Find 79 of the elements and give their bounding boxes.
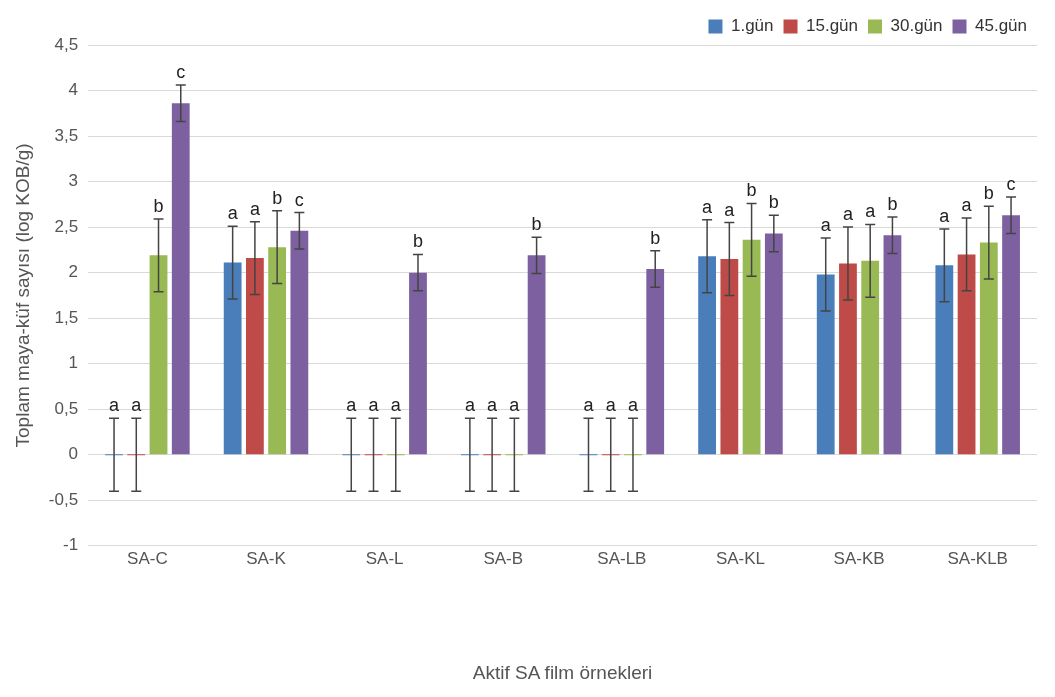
y-tick-label: -0,5 [48, 489, 79, 509]
data-label: a [131, 395, 143, 416]
y-tick-label: 2 [68, 262, 79, 282]
data-label: a [346, 395, 358, 416]
data-label: a [842, 204, 854, 225]
bar [290, 230, 309, 455]
y-tick-label: 2,5 [54, 216, 79, 236]
data-label: c [1006, 174, 1016, 195]
bar [979, 242, 998, 455]
data-label: b [887, 194, 898, 215]
bar [720, 258, 739, 455]
data-label: a [605, 395, 617, 416]
y-tick-label: 4 [68, 80, 79, 100]
bar [1002, 215, 1020, 455]
data-label: a [249, 198, 261, 219]
bar [957, 254, 976, 455]
data-label: a [627, 395, 639, 416]
y-tick-label: 0 [68, 444, 79, 464]
data-label: b [650, 227, 661, 248]
bar [527, 255, 546, 455]
bar [839, 263, 857, 455]
bar [646, 268, 665, 455]
y-tick-label: 1 [68, 353, 79, 373]
legend-label: 45.gün [975, 16, 1027, 36]
legend-label: 1.gün [730, 16, 774, 36]
data-label: a [702, 196, 714, 217]
data-label: a [390, 395, 402, 416]
y-tick-label: 4,5 [54, 34, 79, 54]
data-label: a [820, 215, 832, 235]
data-label: b [272, 187, 283, 208]
x-tick-label: SA-LB [597, 548, 647, 568]
x-tick-label: SA-K [246, 548, 287, 568]
y-tick-label: 3,5 [54, 125, 79, 145]
legend-label: 30.gün [890, 16, 943, 36]
data-label: a [487, 395, 499, 416]
x-tick-label: SA-C [127, 548, 168, 568]
data-label: b [746, 180, 757, 201]
bar [246, 258, 264, 455]
x-tick-label: SA-KL [715, 548, 766, 568]
bar [764, 233, 783, 455]
data-label: b [531, 214, 542, 235]
data-label: c [176, 62, 186, 83]
data-label: a [724, 199, 736, 220]
x-tick-label: SA-KLB [947, 548, 1008, 568]
bar [149, 255, 168, 455]
bar [883, 235, 902, 455]
bar [171, 103, 190, 455]
bar [223, 262, 242, 455]
data-label: a [939, 205, 951, 226]
x-tick-label: SA-KB [833, 548, 885, 568]
y-axis-title: Toplam maya-küf sayısı (log KOB/g) [11, 143, 33, 448]
data-label: b [768, 192, 779, 213]
bar [935, 265, 954, 455]
data-label: a [865, 201, 877, 222]
bar [816, 274, 835, 455]
bar [409, 272, 427, 455]
y-tick-label: 1,5 [54, 307, 79, 327]
data-label: a [961, 194, 973, 215]
y-tick-label: 3 [68, 171, 79, 191]
data-label: a [109, 395, 121, 416]
bar [861, 260, 880, 455]
data-label: a [227, 203, 239, 224]
data-label: b [153, 195, 164, 216]
bar [742, 239, 761, 455]
data-label: a [509, 395, 521, 416]
data-label: b [412, 231, 423, 252]
bar [268, 247, 287, 455]
x-axis-title: Aktif SA film örnekleri [472, 661, 653, 683]
data-label: c [294, 189, 304, 210]
x-tick-label: SA-L [365, 548, 404, 568]
y-tick-label: 0,5 [54, 398, 79, 418]
data-label: a [368, 395, 380, 416]
bar [698, 256, 716, 455]
data-label: a [464, 395, 476, 416]
x-tick-label: SA-B [483, 548, 524, 568]
data-label: a [583, 395, 595, 416]
y-tick-label: -1 [62, 535, 79, 555]
data-label: b [983, 183, 994, 204]
legend-label: 15.gün [806, 16, 859, 36]
